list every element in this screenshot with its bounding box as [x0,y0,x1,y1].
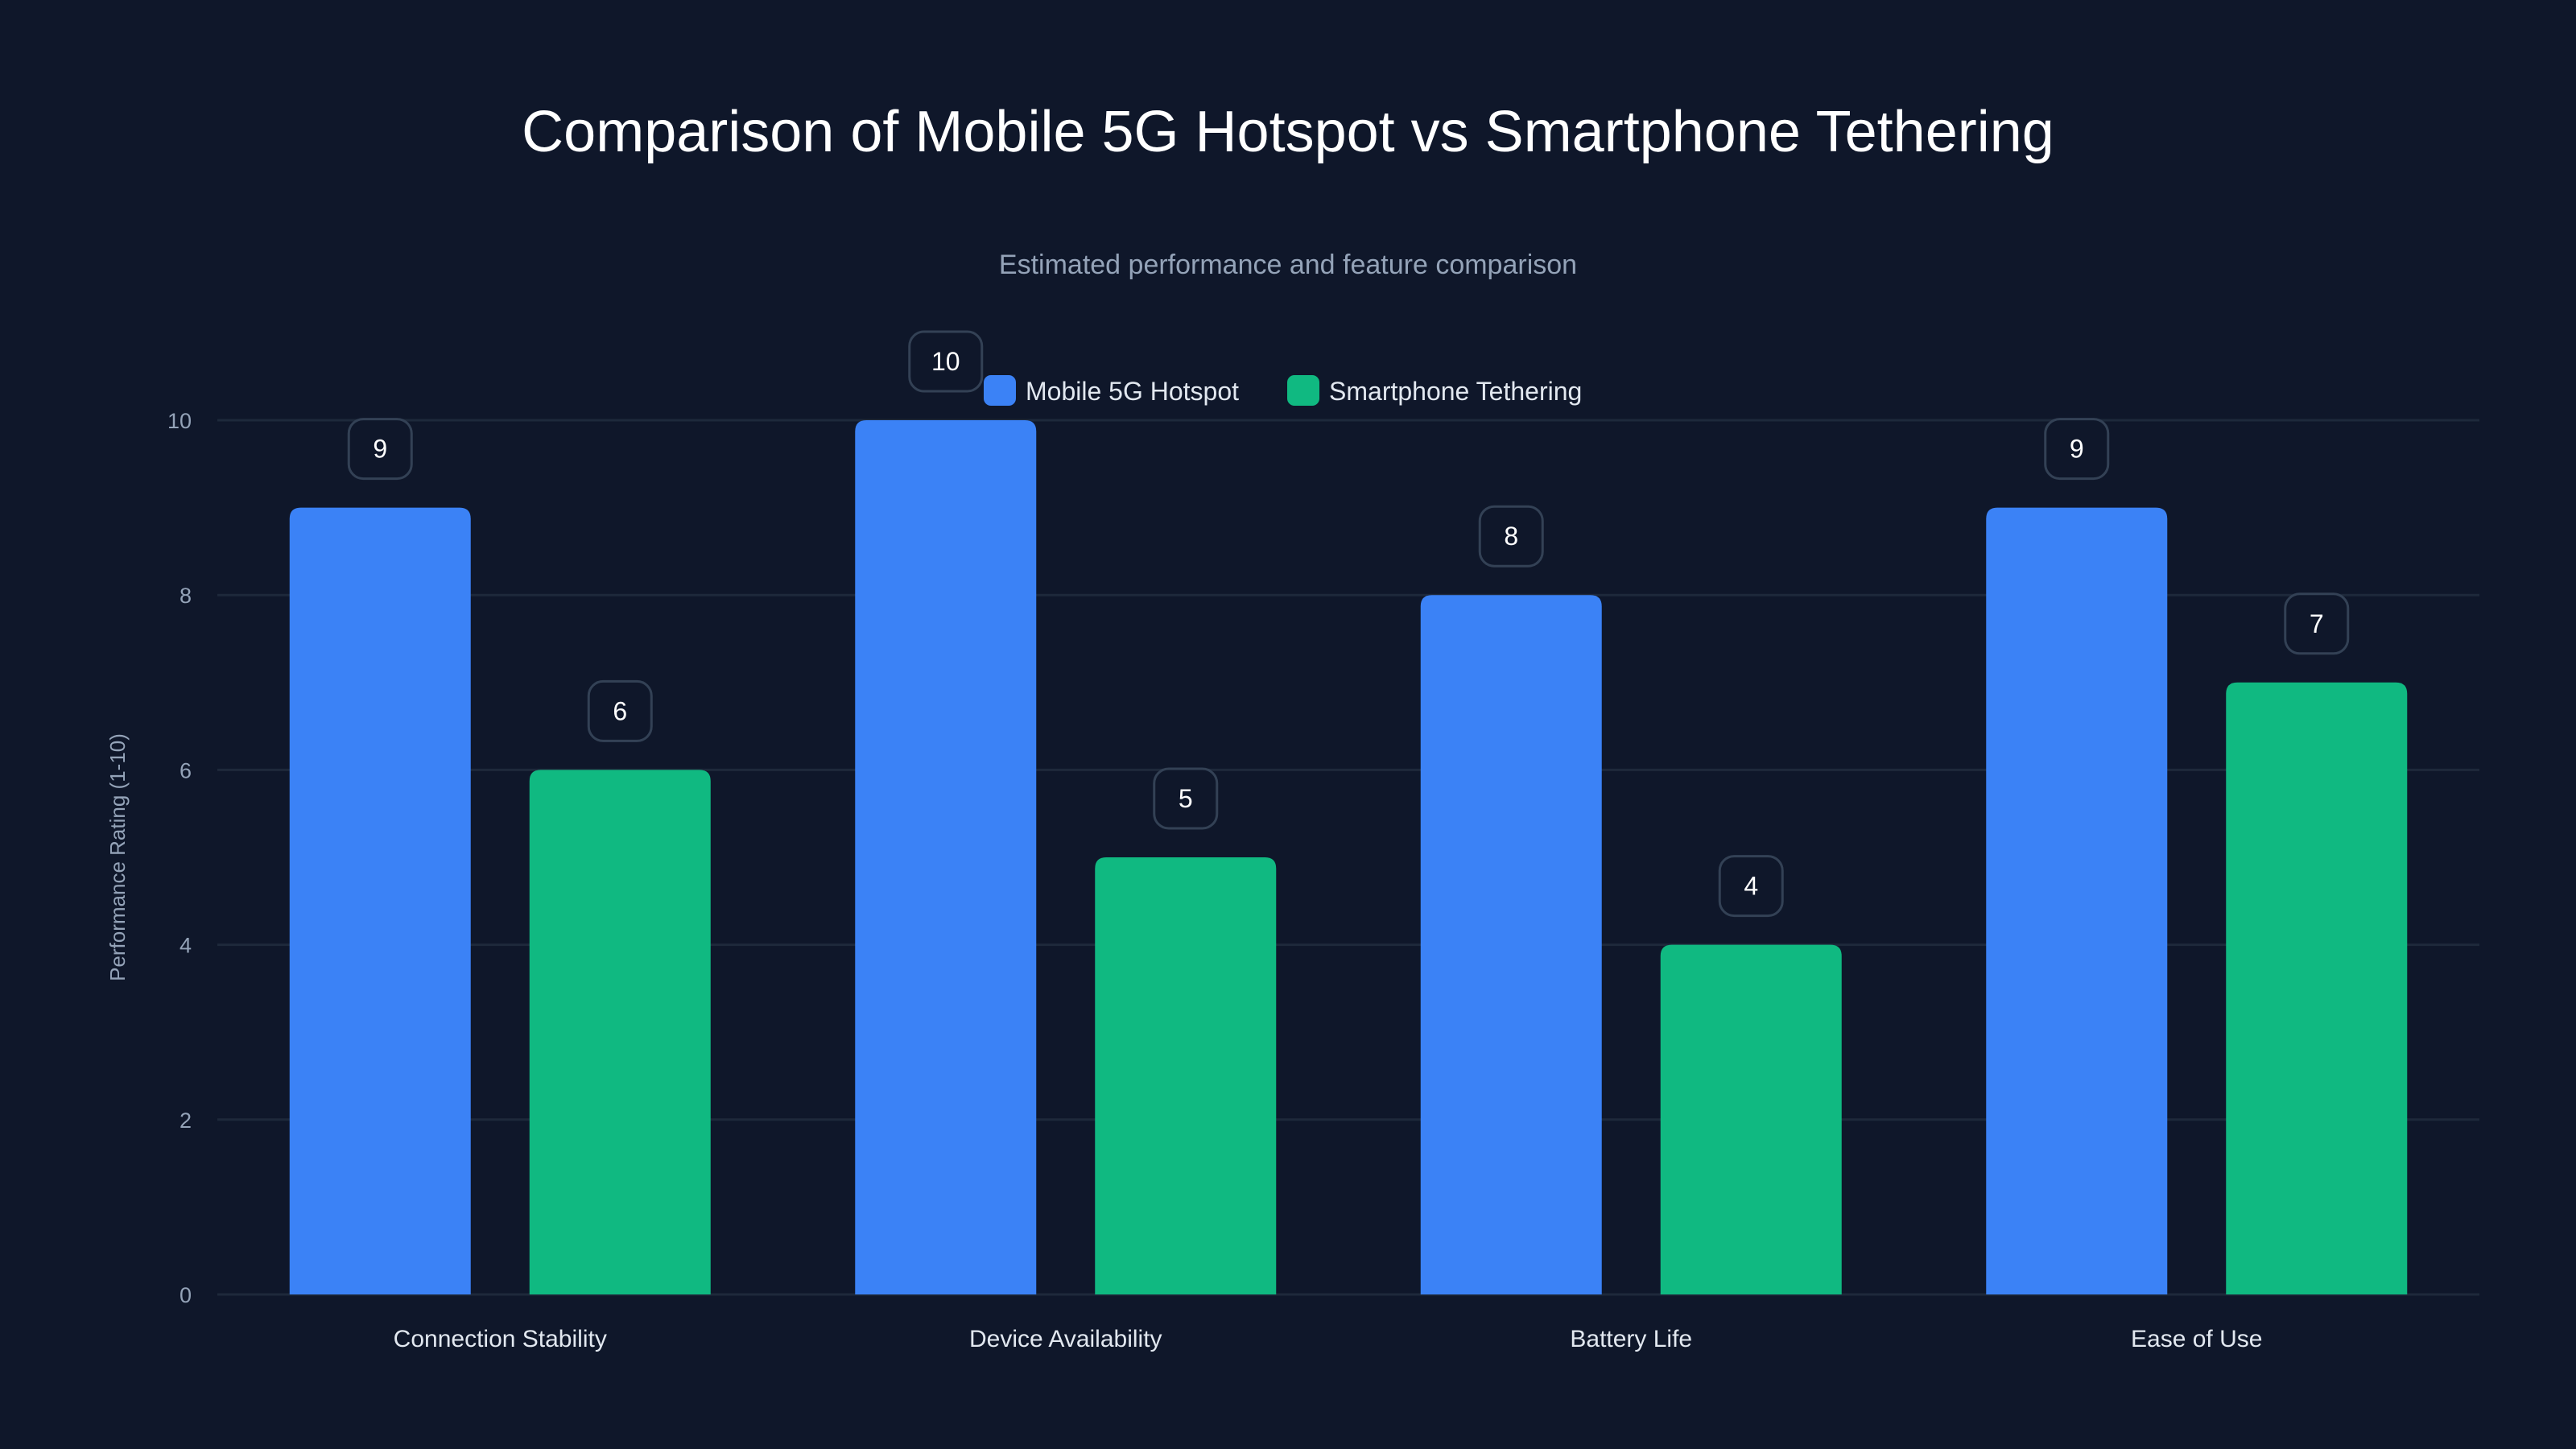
data-label: 10 [908,330,984,393]
y-tick-label: 6 [180,758,192,782]
data-label-text: 8 [1504,522,1518,551]
data-label-box [2044,418,2110,481]
data-label: 5 [1153,767,1219,830]
data-label-box [587,679,653,742]
legend-swatch [984,375,1016,406]
legend-swatch [1287,375,1320,406]
y-tick-label: 10 [167,409,192,433]
data-label-text: 5 [1179,784,1193,813]
data-label: 4 [1718,855,1784,918]
legend-item[interactable]: Mobile 5G Hotspot [984,375,1239,406]
data-label-text: 7 [2310,609,2324,638]
bar-tethering [1095,857,1277,1294]
bar-tethering [2226,682,2408,1294]
data-label-text: 6 [613,696,627,725]
x-tick-label: Ease of Use [2131,1326,2262,1352]
data-label-box [2284,592,2350,655]
bar-hotspot [1420,595,1602,1294]
legend-label: Smartphone Tethering [1329,377,1582,406]
data-label: 8 [1478,505,1544,568]
data-label: 6 [587,679,653,742]
bar-hotspot [855,420,1037,1294]
bar-hotspot [289,507,471,1294]
bar-tethering [529,770,711,1294]
legend: Mobile 5G Hotspot Smartphone Tethering [984,375,1582,406]
x-tick-label: Connection Stability [394,1326,607,1352]
data-label-text: 4 [1744,872,1758,901]
chart-subtitle: Estimated performance and feature compar… [999,250,1577,280]
legend-item[interactable]: Smartphone Tethering [1287,375,1582,406]
bar-tethering [1660,944,1842,1294]
chart-title: Comparison of Mobile 5G Hotspot vs Smart… [522,100,2054,164]
data-label: 9 [347,418,413,481]
data-label-box [908,330,984,393]
data-label: 9 [2044,418,2110,481]
data-label-box [347,418,413,481]
bar-hotspot [1986,507,2168,1294]
y-tick-label: 0 [180,1283,192,1307]
bars: 9 6 10 5 8 4 9 7 [289,330,2408,1294]
x-tick-label: Device Availability [969,1326,1162,1352]
y-axis-label: Performance Rating (1-10) [105,733,130,981]
data-label-box [1153,767,1219,830]
y-tick-label: 4 [180,934,192,958]
data-label-text: 10 [931,347,960,376]
y-tick-label: 2 [180,1108,192,1133]
data-label-box [1478,505,1544,568]
x-tick-label: Battery Life [1570,1326,1692,1352]
x-axis-labels: Connection Stability Device Availability B… [394,1326,2263,1352]
legend-label: Mobile 5G Hotspot [1026,377,1239,406]
data-label-text: 9 [373,435,387,464]
data-label: 7 [2284,592,2350,655]
y-tick-label: 8 [180,584,192,608]
y-axis-ticks: 0 2 4 6 8 10 [167,409,192,1307]
data-label-box [1718,855,1784,918]
data-label-text: 9 [2070,435,2084,464]
